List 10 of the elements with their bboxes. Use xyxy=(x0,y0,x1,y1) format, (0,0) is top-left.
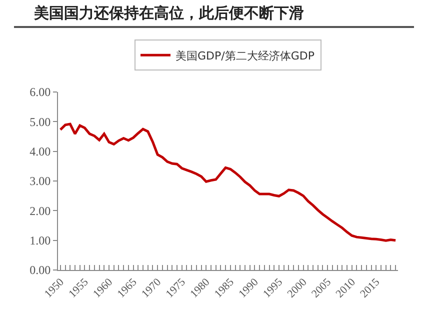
legend-label: 美国GDP/第二大经济体GDP xyxy=(176,49,315,62)
y-tick-label: 4.00 xyxy=(30,144,51,159)
y-tick-label: 5.00 xyxy=(30,114,51,129)
y-tick-label: 0.00 xyxy=(30,263,51,278)
line-series xyxy=(59,122,397,242)
chart-title: 美国国力还保持在高位，此后便不断下滑 xyxy=(14,0,414,28)
y-tick-label: 1.00 xyxy=(30,234,51,248)
y-tick-label: 2.00 xyxy=(30,204,51,218)
y-tick-label: 6.00 xyxy=(30,85,51,100)
y-tick-label: 3.00 xyxy=(30,174,51,188)
